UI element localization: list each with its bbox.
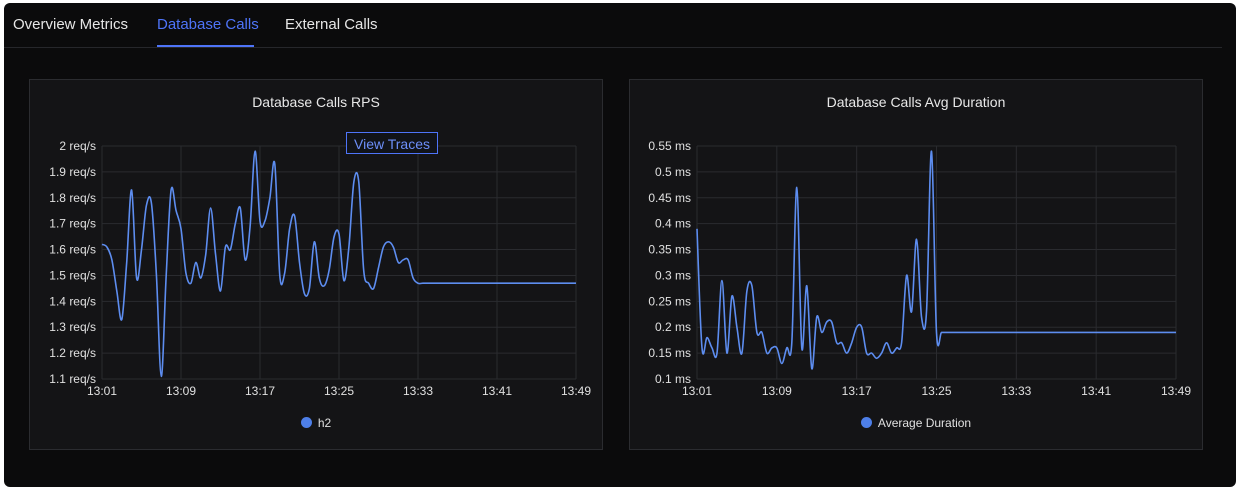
y-tick-label: 1.3 req/s bbox=[49, 320, 96, 334]
chart-title: Database Calls Avg Duration bbox=[826, 94, 1006, 110]
x-tick-label: 13:09 bbox=[762, 384, 792, 398]
rps-chart-panel: Database Calls RPS 2 req/s 1.9 req/s 1.8 r… bbox=[29, 79, 603, 450]
y-tick-label: 0.25 ms bbox=[648, 294, 691, 308]
x-tick-label: 13:09 bbox=[166, 384, 196, 398]
x-tick-label: 13:41 bbox=[482, 384, 512, 398]
x-tick-label: 13:33 bbox=[1001, 384, 1031, 398]
app-window: Overview Metrics Database Calls External… bbox=[4, 3, 1236, 487]
y-tick-label: 1.1 req/s bbox=[49, 372, 96, 386]
x-tick-label: 13:41 bbox=[1081, 384, 1111, 398]
x-tick-label: 13:25 bbox=[921, 384, 951, 398]
y-tick-label: 0.45 ms bbox=[648, 191, 691, 205]
y-tick-label: 0.4 ms bbox=[655, 217, 691, 231]
y-tick-label: 1.6 req/s bbox=[49, 243, 96, 257]
x-tick-label: 13:17 bbox=[245, 384, 275, 398]
series-line bbox=[696, 150, 1176, 370]
tab-overview-metrics[interactable]: Overview Metrics bbox=[13, 16, 129, 33]
series-line bbox=[101, 150, 576, 378]
rps-chart[interactable]: 2 req/s 1.9 req/s 1.8 req/s 1.7 req/s 1.6 re… bbox=[30, 80, 604, 451]
y-tick-label: 1.4 req/s bbox=[49, 294, 96, 308]
y-tick-label: 0.15 ms bbox=[648, 346, 691, 360]
x-tick-label: 13:17 bbox=[842, 384, 872, 398]
avg-duration-chart[interactable]: 0.55 ms 0.5 ms 0.45 ms 0.4 ms 0.35 ms 0.3 ms 0… bbox=[630, 80, 1204, 451]
legend-swatch bbox=[300, 417, 312, 428]
y-tick-label: 1.5 req/s bbox=[49, 268, 96, 282]
y-tick-label: 0.35 ms bbox=[648, 243, 691, 257]
y-tick-label: 0.3 ms bbox=[655, 268, 691, 282]
x-tick-label: 13:01 bbox=[87, 384, 117, 398]
chart-title: Database Calls RPS bbox=[252, 94, 380, 110]
legend-label: Average Duration bbox=[877, 416, 972, 430]
chart-legend[interactable]: Average Duration bbox=[630, 416, 1202, 430]
y-tick-label: 1.9 req/s bbox=[49, 165, 96, 179]
active-tab-indicator bbox=[157, 45, 254, 47]
y-tick-label: 0.1 ms bbox=[655, 372, 691, 386]
x-tick-label: 13:49 bbox=[561, 384, 591, 398]
y-tick-label: 0.5 ms bbox=[655, 165, 691, 179]
y-tick-label: 1.8 req/s bbox=[49, 191, 96, 205]
x-tick-label: 13:01 bbox=[682, 384, 712, 398]
avg-duration-chart-panel: Database Calls Avg Duration 0.55 ms 0.5 m… bbox=[629, 79, 1203, 450]
x-tick-label: 13:49 bbox=[1161, 384, 1191, 398]
tab-database-calls[interactable]: Database Calls bbox=[157, 16, 259, 33]
x-tick-label: 13:33 bbox=[403, 384, 433, 398]
view-traces-button[interactable]: View Traces bbox=[346, 132, 438, 154]
legend-swatch bbox=[860, 417, 872, 428]
legend-label: h2 bbox=[317, 416, 332, 430]
x-tick-label: 13:25 bbox=[324, 384, 354, 398]
y-tick-label: 0.55 ms bbox=[648, 139, 691, 153]
y-tick-label: 1.7 req/s bbox=[49, 217, 96, 231]
tab-bar: Overview Metrics Database Calls External… bbox=[4, 3, 1222, 48]
y-tick-label: 1.2 req/s bbox=[49, 346, 96, 360]
chart-legend[interactable]: h2 bbox=[30, 416, 602, 430]
tab-external-calls[interactable]: External Calls bbox=[285, 16, 378, 33]
y-tick-label: 2 req/s bbox=[59, 139, 96, 153]
y-tick-label: 0.2 ms bbox=[655, 320, 691, 334]
